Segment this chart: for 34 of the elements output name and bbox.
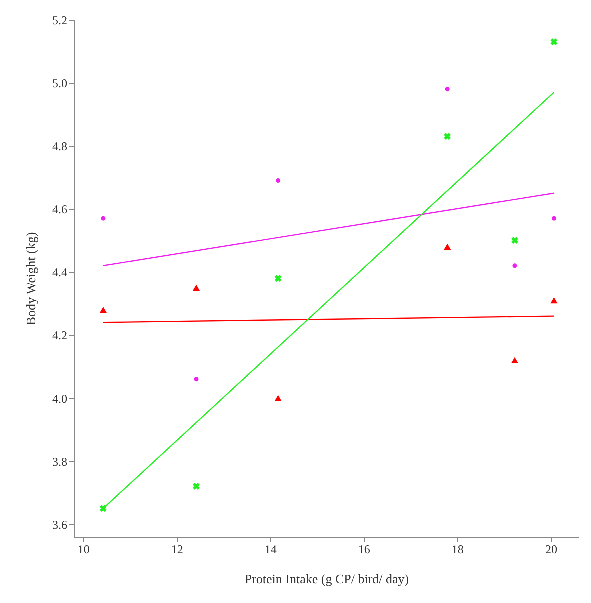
- point: [552, 216, 556, 221]
- point: [193, 483, 200, 490]
- point: [511, 237, 518, 244]
- y-tick-label: 5.0: [52, 76, 68, 91]
- x-tick-label: 12: [171, 542, 184, 556]
- point: [550, 298, 558, 304]
- x-tick-label: 14: [264, 542, 277, 556]
- y-tick-label: 4.6: [52, 202, 68, 217]
- x-tick-label: 20: [545, 542, 558, 556]
- point: [444, 133, 452, 140]
- y-tick-label: 4.2: [52, 328, 68, 343]
- point: [192, 284, 200, 292]
- y-axis-title: Body Weight (kg): [24, 232, 38, 326]
- point: [101, 216, 106, 221]
- y-tick-label: 3.6: [52, 518, 68, 532]
- y-tick-label: 3.8: [52, 454, 68, 469]
- point: [550, 38, 558, 46]
- y-tick-label: 4.4: [52, 266, 68, 280]
- point: [444, 244, 452, 250]
- point: [274, 275, 282, 282]
- point: [276, 178, 281, 184]
- y-tick-label: 5.2: [52, 14, 68, 28]
- x-tick-label: 10: [78, 542, 90, 556]
- point: [445, 87, 450, 92]
- point: [100, 306, 107, 314]
- point: [274, 395, 282, 402]
- point: [194, 377, 199, 382]
- point: [512, 264, 518, 268]
- x-tick-label: 18: [452, 542, 464, 556]
- point: [511, 357, 518, 364]
- x-axis-title: Protein Intake (g CP/ bird/ day): [244, 572, 410, 586]
- y-tick-label: 4.8: [52, 140, 68, 154]
- y-tick-label: 4.0: [52, 392, 68, 406]
- x-tick-label: 16: [358, 542, 370, 556]
